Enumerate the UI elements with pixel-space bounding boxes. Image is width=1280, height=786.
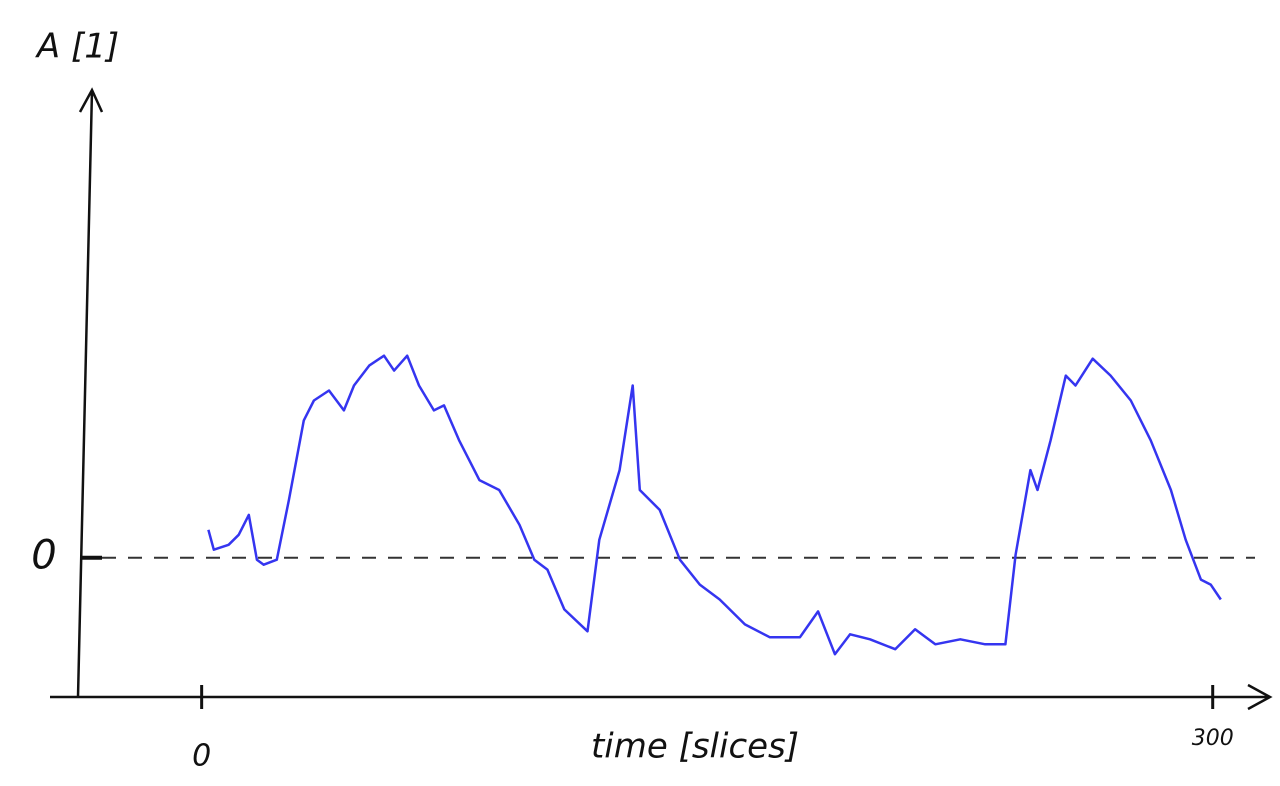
x-tick-label: 0 — [192, 739, 211, 774]
y-axis-label: A [1] — [35, 27, 119, 67]
x-axis-label: time [slices] — [591, 727, 799, 767]
data-line — [207, 354, 1222, 656]
y-axis — [76, 87, 104, 698]
x-tick-label: 300 — [1192, 726, 1234, 751]
x-axis — [50, 683, 1273, 711]
y-tick-label: 0 — [31, 533, 56, 579]
